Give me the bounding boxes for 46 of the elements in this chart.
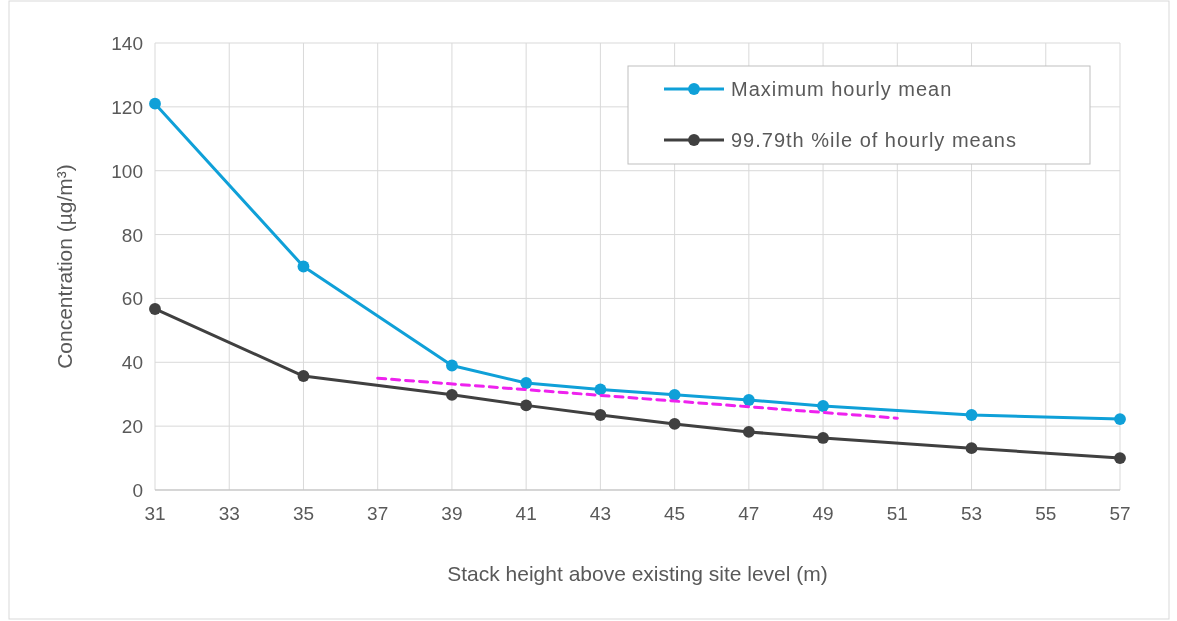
y-axis-title: Concentration (µg/m³)	[53, 164, 76, 369]
point	[594, 409, 607, 421]
point	[817, 432, 829, 444]
x-tick-label: 39	[441, 503, 463, 524]
x-tick-label: 51	[886, 503, 908, 524]
point	[297, 370, 310, 382]
point	[817, 400, 829, 412]
y-tick-label: 100	[111, 160, 143, 182]
point	[668, 418, 681, 430]
point	[1114, 452, 1126, 464]
point	[446, 388, 458, 401]
x-tick-label: 35	[292, 503, 315, 524]
x-tick-label: 53	[960, 503, 983, 524]
x-tick-label: 55	[1035, 503, 1057, 524]
point	[742, 394, 755, 406]
point	[520, 377, 533, 389]
x-tick-label: 33	[218, 503, 240, 524]
x-tick-label: 45	[664, 503, 686, 524]
point	[520, 399, 533, 412]
point	[742, 425, 755, 438]
y-tick-label: 80	[121, 224, 143, 246]
x-tick-label: 37	[367, 503, 389, 524]
point	[668, 388, 681, 401]
legend-label: 99.79th %ile of hourly means	[731, 129, 1017, 151]
point	[297, 260, 310, 273]
x-tick-label: 57	[1109, 503, 1131, 524]
x-tick-label: 31	[144, 503, 166, 524]
point	[446, 359, 458, 372]
x-tick-label: 43	[589, 503, 611, 524]
x-tick-label: 41	[515, 503, 537, 524]
legend-label: Maximum hourly mean	[731, 78, 953, 100]
y-tick-label: 40	[121, 352, 143, 374]
y-tick-label: 120	[111, 96, 143, 118]
point	[1114, 413, 1126, 426]
point	[149, 97, 161, 110]
x-tick-label: 49	[812, 503, 834, 524]
point	[594, 383, 607, 396]
x-tick-label: 47	[738, 503, 760, 524]
y-tick-label: 140	[111, 33, 143, 54]
y-tick-label: 60	[121, 288, 143, 310]
point	[149, 303, 161, 315]
x-axis-title: Stack height above existing site level (m)	[447, 562, 828, 585]
y-tick-label: 0	[132, 480, 143, 501]
y-tick-label: 20	[121, 416, 143, 438]
point	[965, 409, 978, 421]
point	[965, 442, 978, 455]
